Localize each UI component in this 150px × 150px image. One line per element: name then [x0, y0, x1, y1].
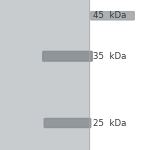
FancyBboxPatch shape — [44, 118, 91, 127]
FancyBboxPatch shape — [0, 0, 89, 150]
Text: 25  kDa: 25 kDa — [93, 118, 126, 127]
FancyBboxPatch shape — [91, 12, 134, 20]
Text: 35  kDa: 35 kDa — [93, 52, 126, 61]
Text: 45  kDa: 45 kDa — [93, 11, 126, 20]
FancyBboxPatch shape — [43, 51, 92, 61]
